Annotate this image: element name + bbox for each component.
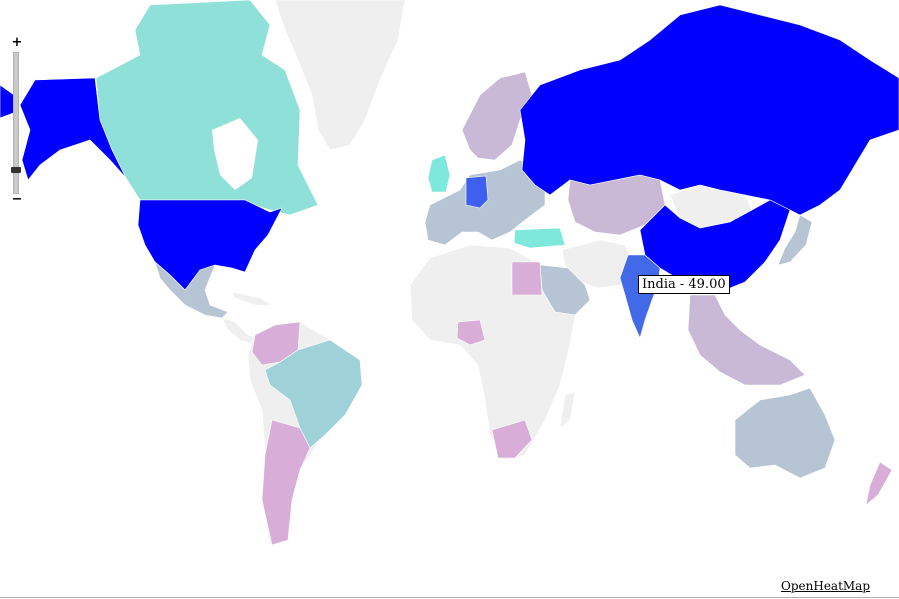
region-argentina[interactable] <box>261 419 311 546</box>
region-southeast-asia[interactable] <box>687 294 806 386</box>
region-germany[interactable] <box>465 175 489 209</box>
bottom-divider <box>0 597 899 598</box>
region-australia[interactable] <box>734 387 836 479</box>
openheatmap-credit-link[interactable]: OpenHeatMap <box>781 579 871 593</box>
region-caribbean[interactable] <box>231 291 274 306</box>
region-turkey[interactable] <box>513 227 566 249</box>
zoom-slider-handle[interactable] <box>11 167 21 173</box>
region-japan[interactable] <box>777 214 813 266</box>
region-africa[interactable] <box>409 244 576 461</box>
region-new-zealand[interactable] <box>865 461 893 506</box>
region-south-africa[interactable] <box>491 419 533 459</box>
region-mexico[interactable] <box>154 261 229 319</box>
hudson-bay <box>212 118 258 190</box>
region-india[interactable] <box>619 254 661 339</box>
region-scandinavia[interactable] <box>461 71 533 161</box>
region-egypt[interactable] <box>511 261 543 296</box>
zoom-in-button[interactable]: + <box>11 35 23 50</box>
region-madagascar[interactable] <box>559 391 576 429</box>
zoom-slider[interactable] <box>11 52 21 194</box>
zoom-out-button[interactable]: − <box>11 192 23 207</box>
region-alaska[interactable] <box>19 77 127 181</box>
region-uk[interactable] <box>427 154 451 193</box>
country-tooltip: India - 49.00 <box>638 275 730 294</box>
region-usa[interactable] <box>137 199 283 291</box>
region-greenland[interactable] <box>274 0 406 151</box>
region-nigeria[interactable] <box>456 319 486 346</box>
region-brazil[interactable] <box>264 339 363 449</box>
region-canada[interactable] <box>95 0 319 216</box>
